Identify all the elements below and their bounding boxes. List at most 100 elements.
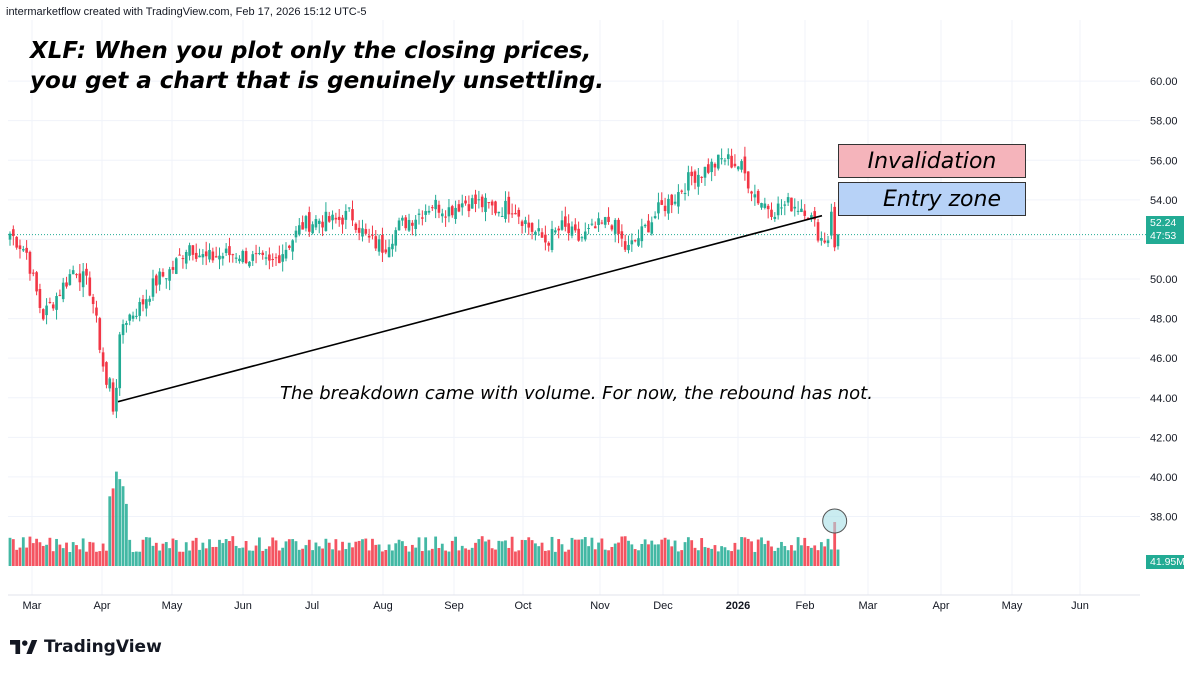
volume-bar	[95, 551, 98, 566]
candle-body	[288, 245, 291, 248]
volume-bar	[287, 539, 291, 566]
candle-body	[141, 299, 145, 305]
volume-bar	[650, 540, 654, 566]
time-tick-label: Jun	[234, 600, 252, 612]
volume-bar	[387, 544, 391, 566]
candle-body	[307, 212, 311, 232]
volume-bar	[297, 549, 301, 566]
volume-bar	[174, 540, 178, 566]
entry-zone[interactable]: Entry zone	[838, 182, 1026, 216]
candle-body	[776, 203, 780, 216]
candle-body	[833, 206, 836, 248]
volume-bar	[803, 537, 807, 566]
candle-body	[540, 232, 544, 238]
candle-body	[836, 234, 840, 247]
candle-body	[597, 218, 600, 225]
candle-body	[663, 205, 667, 212]
volume-bar	[716, 551, 720, 566]
brand-name: TradingView	[44, 637, 162, 657]
tradingview-brand[interactable]: TradingView	[10, 637, 162, 657]
price-tick-label: 56.00	[1150, 155, 1178, 167]
candle-body	[607, 216, 610, 223]
candle-body	[830, 211, 833, 236]
candle-body	[78, 273, 82, 283]
volume-bar	[580, 539, 584, 566]
volume-bar	[91, 542, 95, 566]
invalidation-zone[interactable]: Invalidation	[838, 144, 1026, 178]
volume-bar	[381, 551, 384, 566]
volume-bar	[683, 542, 687, 566]
candle-body	[158, 271, 161, 285]
volume-bar	[470, 547, 474, 566]
candle-body	[490, 201, 494, 206]
time-tick-label: Jul	[305, 600, 319, 612]
volume-annotation: The breakdown came with volume. For now,…	[280, 383, 873, 404]
volume-bar	[410, 544, 414, 566]
candle-body	[434, 199, 437, 210]
volume-bar	[18, 547, 22, 566]
volume-bar	[68, 551, 72, 566]
time-tick-label: Oct	[514, 600, 531, 612]
candle-body	[823, 240, 826, 243]
candle-body	[653, 216, 657, 219]
candle-body	[241, 250, 245, 263]
candle-body	[447, 207, 451, 217]
candle-body	[211, 251, 215, 261]
candle-body	[284, 249, 288, 259]
candle-body	[570, 226, 574, 236]
volume-bar	[444, 550, 448, 566]
volume-bar	[726, 550, 730, 566]
candle-body	[647, 220, 650, 233]
candle-body	[507, 196, 511, 215]
volume-bar	[736, 549, 740, 566]
candle-body	[640, 226, 644, 242]
candle-body	[444, 216, 447, 218]
volume-bar	[750, 541, 753, 566]
volume-bar	[573, 539, 577, 566]
volume-bar	[620, 536, 624, 566]
candle-body	[394, 230, 398, 246]
candle-body	[55, 296, 58, 310]
volume-bar	[138, 551, 142, 566]
candle-body	[620, 231, 624, 239]
candle-body	[131, 315, 135, 319]
volume-bar	[484, 541, 487, 566]
volume-bar	[98, 551, 102, 566]
volume-bar	[640, 544, 644, 566]
volume-bar	[514, 551, 517, 566]
volume-bar	[740, 537, 743, 566]
candle-body	[560, 220, 564, 230]
candle-body	[404, 217, 408, 229]
candle-body	[291, 240, 294, 252]
candle-body	[248, 261, 251, 267]
volume-bar	[391, 550, 394, 566]
candle-body	[710, 161, 713, 173]
candle-body	[484, 197, 487, 212]
candle-body	[168, 269, 171, 281]
candle-body	[364, 229, 368, 234]
price-tick-label: 48.00	[1150, 314, 1178, 326]
candle-body	[135, 315, 138, 317]
candle-body	[494, 201, 497, 214]
volume-bar	[673, 540, 677, 566]
bar-countdown: 47:53	[1150, 230, 1177, 242]
time-tick-label: Feb	[796, 600, 815, 612]
candle-body	[184, 252, 188, 264]
candle-body	[510, 213, 514, 215]
candle-body	[208, 249, 211, 260]
volume-bar	[178, 551, 181, 566]
volume-bar	[194, 537, 198, 566]
candle-body	[128, 314, 132, 321]
volume-bar	[141, 539, 145, 566]
candle-body	[401, 217, 404, 221]
candle-body	[627, 244, 630, 251]
candle-body	[371, 234, 374, 236]
candle-body	[417, 213, 421, 215]
candle-body	[657, 202, 660, 214]
volume-bar	[264, 548, 268, 566]
candle-body	[580, 237, 584, 239]
price-tick-label: 46.00	[1150, 353, 1178, 365]
candle-body	[477, 199, 481, 201]
candle-body	[514, 212, 517, 215]
